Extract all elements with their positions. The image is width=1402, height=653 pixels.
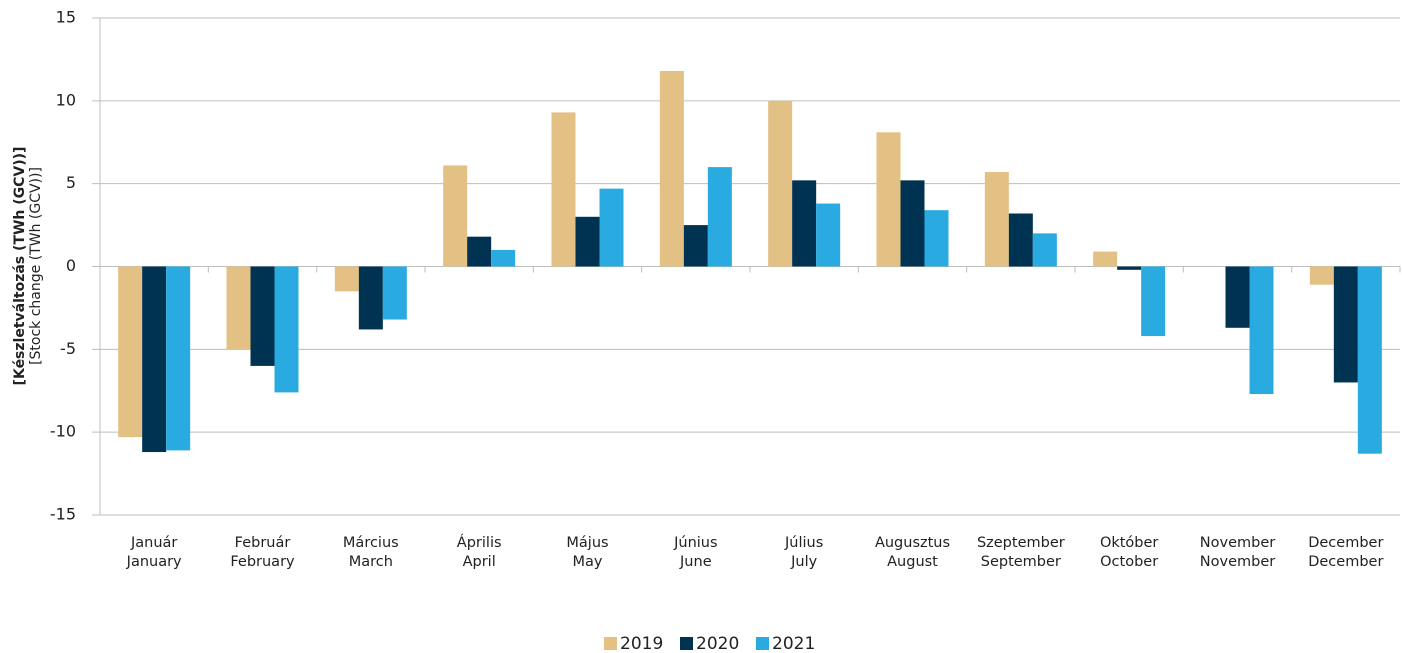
- x-tick-label: Október: [1100, 535, 1158, 551]
- bar: [166, 266, 191, 451]
- y-tick-label: -5: [60, 339, 76, 358]
- y-tick-label: -15: [50, 505, 76, 524]
- x-tick-label: Április: [457, 534, 502, 551]
- bar: [551, 112, 576, 267]
- bar: [358, 266, 383, 330]
- x-tick-label: Március: [343, 535, 399, 551]
- bar: [768, 100, 793, 267]
- y-axis-label: [Stock change (TWh (GCV))]: [28, 167, 44, 365]
- bar: [1008, 213, 1033, 267]
- bar: [491, 249, 516, 267]
- bar: [876, 132, 901, 267]
- x-tick-label: May: [573, 554, 603, 570]
- bar: [816, 203, 841, 267]
- bar: [334, 266, 359, 292]
- x-tick-label: February: [230, 554, 295, 570]
- legend-swatch: [680, 637, 693, 650]
- bar: [659, 71, 684, 267]
- bar: [467, 236, 492, 267]
- x-tick-label: Május: [566, 535, 608, 551]
- bar: [683, 225, 708, 267]
- x-tick-label: Szeptember: [977, 535, 1065, 551]
- bar: [226, 266, 251, 350]
- x-tick-label: Augusztus: [875, 535, 950, 551]
- bar: [984, 172, 1009, 267]
- bar: [1141, 266, 1166, 337]
- bar: [707, 167, 732, 267]
- bar: [599, 188, 624, 267]
- y-tick-label: 5: [66, 173, 76, 192]
- y-tick-label: 15: [56, 8, 76, 27]
- x-tick-label: Július: [784, 535, 823, 551]
- bar: [443, 165, 468, 267]
- bar: [1032, 233, 1057, 267]
- x-tick-label: January: [126, 554, 182, 570]
- x-tick-label: December: [1308, 535, 1383, 551]
- y-axis-label: [Készletváltozás (TWh (GCV))]: [12, 147, 28, 386]
- bar: [142, 266, 167, 453]
- bar: [118, 266, 143, 438]
- legend-swatch: [756, 637, 769, 650]
- bar: [924, 210, 949, 267]
- bar: [575, 216, 600, 267]
- x-tick-label: November: [1200, 535, 1275, 551]
- bar: [1249, 266, 1274, 395]
- x-tick-label: June: [679, 554, 712, 570]
- legend-label: 2021: [772, 634, 815, 653]
- x-tick-label: December: [1308, 554, 1383, 570]
- x-tick-label: August: [887, 554, 938, 570]
- x-tick-label: September: [981, 554, 1061, 570]
- x-tick-label: July: [790, 554, 817, 570]
- legend-label: 2020: [696, 634, 739, 653]
- bar: [792, 180, 817, 267]
- x-tick-label: Június: [673, 535, 717, 551]
- y-tick-label: 0: [66, 256, 76, 275]
- bar: [1309, 266, 1334, 285]
- x-tick-label: April: [463, 554, 496, 570]
- bar: [1357, 266, 1382, 454]
- x-tick-label: October: [1100, 554, 1158, 570]
- y-tick-label: -10: [50, 422, 76, 441]
- bar: [1093, 251, 1118, 267]
- bar: [382, 266, 407, 320]
- x-tick-label: Február: [235, 535, 291, 551]
- bar: [274, 266, 299, 393]
- x-tick-label: March: [349, 554, 393, 570]
- legend-swatch: [604, 637, 617, 650]
- legend-label: 2019: [620, 634, 663, 653]
- bar: [1117, 266, 1142, 270]
- bar: [250, 266, 275, 366]
- x-tick-label: November: [1200, 554, 1275, 570]
- bar: [1225, 266, 1250, 328]
- x-tick-label: Január: [130, 535, 177, 551]
- bar: [1333, 266, 1358, 383]
- bar: [900, 180, 925, 267]
- y-tick-label: 10: [56, 90, 76, 109]
